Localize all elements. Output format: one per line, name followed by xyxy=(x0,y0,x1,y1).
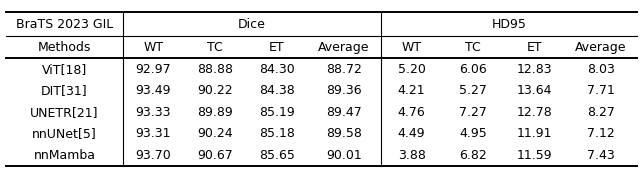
Text: Average: Average xyxy=(575,41,627,54)
Text: 84.30: 84.30 xyxy=(259,63,294,76)
Text: 5.27: 5.27 xyxy=(460,84,487,97)
Text: HD95: HD95 xyxy=(492,17,526,31)
Text: Methods: Methods xyxy=(38,41,92,54)
Text: 6.06: 6.06 xyxy=(460,63,487,76)
Text: ET: ET xyxy=(527,41,543,54)
Text: DIT[31]: DIT[31] xyxy=(41,84,88,97)
Text: 8.27: 8.27 xyxy=(588,106,615,119)
Text: 84.38: 84.38 xyxy=(259,84,294,97)
Text: 4.49: 4.49 xyxy=(398,127,426,140)
Text: 92.97: 92.97 xyxy=(136,63,172,76)
Text: 90.24: 90.24 xyxy=(197,127,233,140)
Text: WT: WT xyxy=(143,41,164,54)
Text: 11.59: 11.59 xyxy=(517,149,552,162)
Text: 7.43: 7.43 xyxy=(588,149,615,162)
Text: 90.67: 90.67 xyxy=(197,149,233,162)
Text: 93.33: 93.33 xyxy=(136,106,172,119)
Text: 7.27: 7.27 xyxy=(460,106,487,119)
Text: BraTS 2023 GIL: BraTS 2023 GIL xyxy=(16,17,113,31)
Text: 89.58: 89.58 xyxy=(326,127,362,140)
Text: 85.65: 85.65 xyxy=(259,149,294,162)
Text: ViT[18]: ViT[18] xyxy=(42,63,87,76)
Text: TC: TC xyxy=(465,41,481,54)
Text: 4.95: 4.95 xyxy=(460,127,487,140)
Text: 88.72: 88.72 xyxy=(326,63,362,76)
Text: 90.22: 90.22 xyxy=(197,84,233,97)
Text: 7.12: 7.12 xyxy=(588,127,615,140)
Text: 85.18: 85.18 xyxy=(259,127,294,140)
Text: 85.19: 85.19 xyxy=(259,106,294,119)
Text: 6.82: 6.82 xyxy=(460,149,487,162)
Text: 88.88: 88.88 xyxy=(197,63,233,76)
Text: 90.01: 90.01 xyxy=(326,149,362,162)
Text: 93.49: 93.49 xyxy=(136,84,172,97)
Text: Average: Average xyxy=(318,41,370,54)
Text: 3.88: 3.88 xyxy=(397,149,426,162)
Text: nnMamba: nnMamba xyxy=(33,149,95,162)
Text: nnUNet[5]: nnUNet[5] xyxy=(32,127,97,140)
Text: 5.20: 5.20 xyxy=(397,63,426,76)
Text: 7.71: 7.71 xyxy=(588,84,615,97)
Text: 12.83: 12.83 xyxy=(517,63,552,76)
Text: 11.91: 11.91 xyxy=(517,127,552,140)
Text: 89.36: 89.36 xyxy=(326,84,362,97)
Text: 89.89: 89.89 xyxy=(197,106,233,119)
Text: 93.31: 93.31 xyxy=(136,127,172,140)
Text: 12.78: 12.78 xyxy=(517,106,552,119)
Text: 4.21: 4.21 xyxy=(398,84,426,97)
Text: Dice: Dice xyxy=(238,17,266,31)
Text: WT: WT xyxy=(401,41,422,54)
Text: 93.70: 93.70 xyxy=(136,149,172,162)
Text: 89.47: 89.47 xyxy=(326,106,362,119)
Text: 4.76: 4.76 xyxy=(398,106,426,119)
Text: 13.64: 13.64 xyxy=(517,84,552,97)
Text: ET: ET xyxy=(269,41,284,54)
Text: UNETR[21]: UNETR[21] xyxy=(30,106,99,119)
Text: 8.03: 8.03 xyxy=(588,63,615,76)
Text: TC: TC xyxy=(207,41,223,54)
